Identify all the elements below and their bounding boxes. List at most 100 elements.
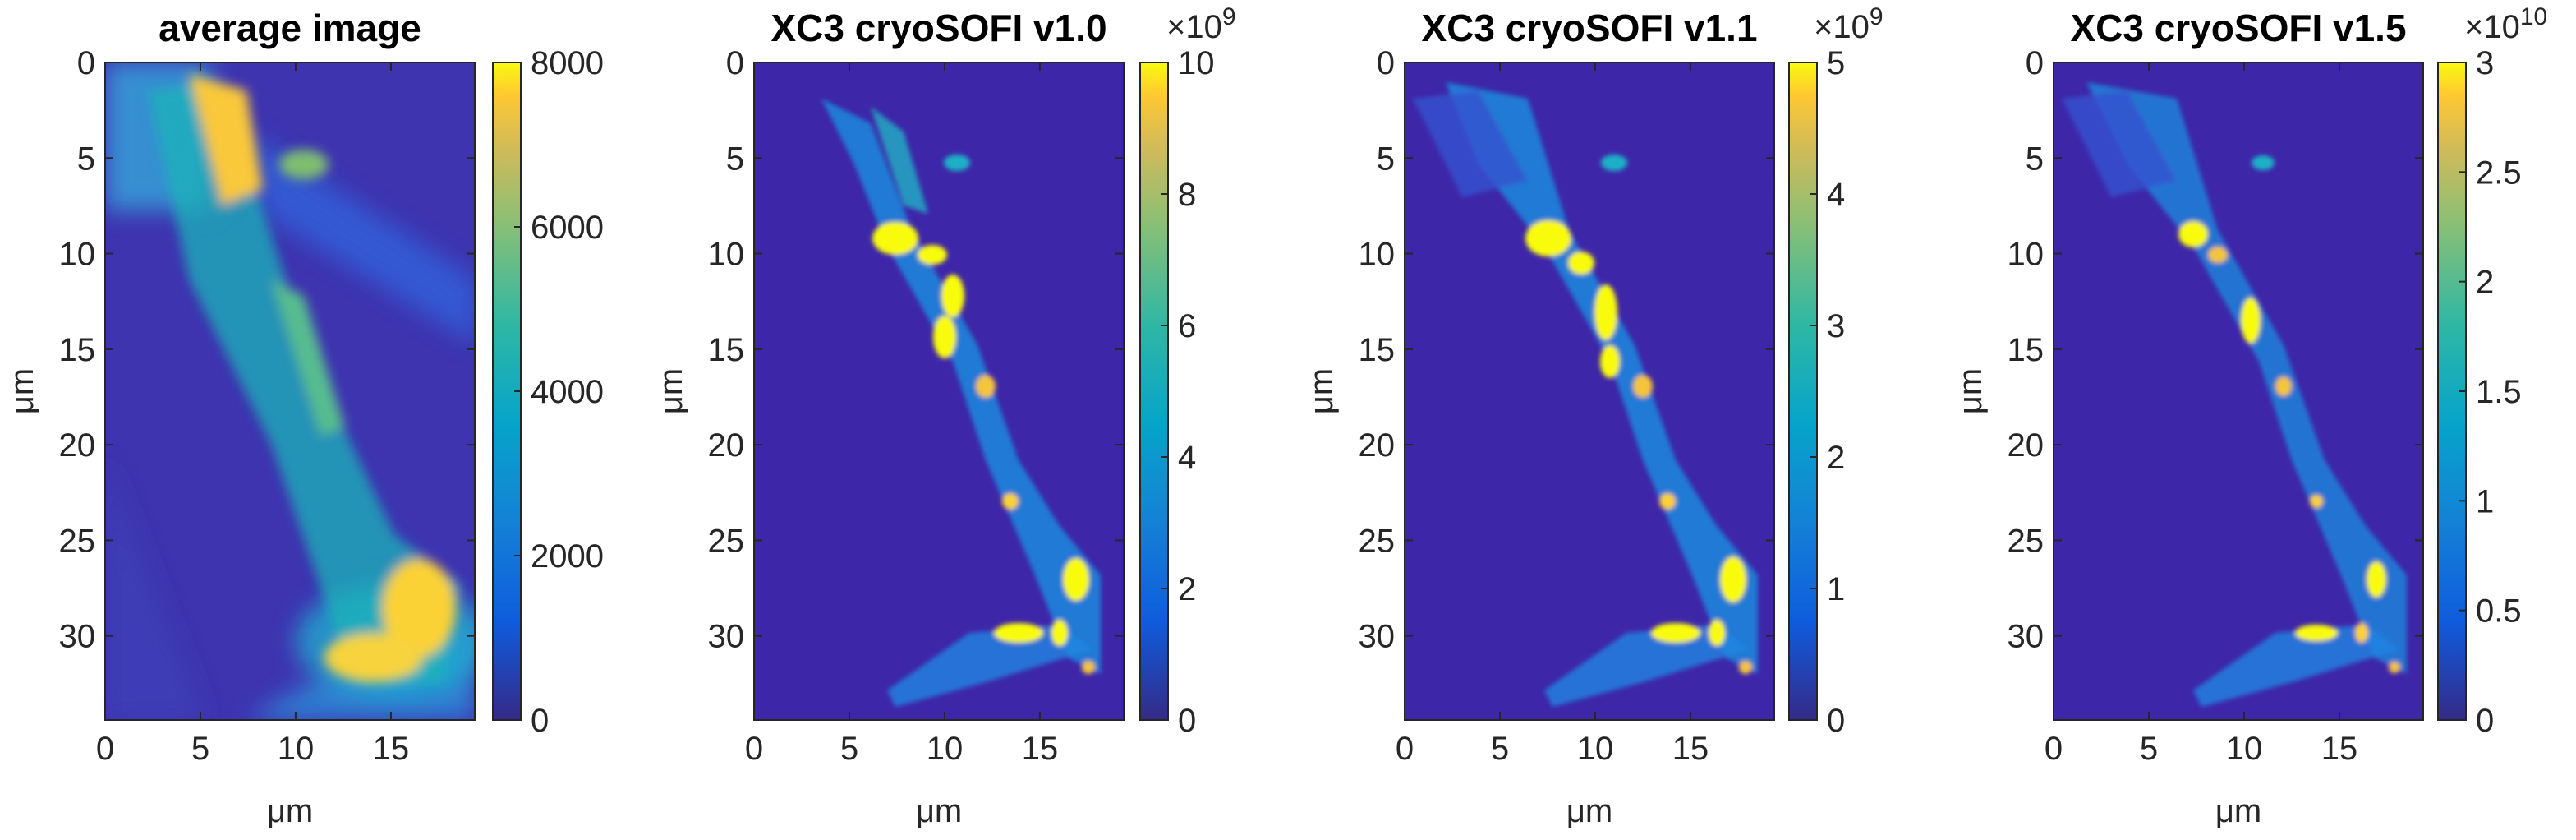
y-tick-label: 10 xyxy=(2008,237,2045,273)
colorbar-tick-label: 2 xyxy=(2476,265,2494,301)
colorbar-tick-label: 4000 xyxy=(531,374,604,410)
colorbar: 0 2 4 6 8 10 ×109 xyxy=(1139,3,1236,739)
colorbar-gradient xyxy=(1788,62,1818,721)
colorbar-exponent: ×1010 xyxy=(2464,3,2547,45)
y-tick-label: 30 xyxy=(59,619,96,655)
colorbar-tick-label: 8000 xyxy=(531,45,604,81)
colorbar-tick-label: 2 xyxy=(1827,440,1845,476)
colorbar-tick-label: 2.5 xyxy=(2476,155,2522,191)
x-tick-label: 15 xyxy=(1672,731,1709,767)
colorbar-tick-label: 0 xyxy=(531,703,549,739)
x-tick-label: 10 xyxy=(278,731,315,767)
heatmap-image xyxy=(754,62,1124,720)
x-axis-label: μm xyxy=(2215,793,2261,829)
colorbar-gradient xyxy=(1139,62,1169,721)
y-tick-label: 30 xyxy=(708,619,745,655)
colorbar: 0 0.5 1 1.5 2 2.5 3 ×1010 xyxy=(2437,3,2547,739)
y-axis-label: μm xyxy=(653,368,689,414)
y-tick-label: 15 xyxy=(59,332,96,368)
x-tick-label: 5 xyxy=(191,731,209,767)
y-tick-label: 0 xyxy=(726,45,744,81)
y-tick-label: 25 xyxy=(59,523,96,559)
y-tick-label: 0 xyxy=(1377,45,1395,81)
exponent-power: 9 xyxy=(1870,3,1884,30)
y-tick-label: 30 xyxy=(1359,619,1396,655)
x-tick-label: 5 xyxy=(840,731,858,767)
y-tick-label: 10 xyxy=(59,237,96,273)
y-tick-label: 25 xyxy=(1359,523,1396,559)
x-tick-label: 5 xyxy=(1491,731,1509,767)
colorbar-tick-label: 6000 xyxy=(531,210,604,246)
y-tick-label: 20 xyxy=(59,427,96,464)
exponent-power: 10 xyxy=(2520,3,2547,30)
colorbar-ticks: 0 1 2 3 4 5 xyxy=(1810,45,1845,739)
colorbar-tick-label: 0.5 xyxy=(2476,593,2522,630)
y-axis-label: μm xyxy=(1304,368,1340,414)
x-tick-label: 0 xyxy=(1396,731,1414,767)
x-tick-label: 15 xyxy=(1022,731,1059,767)
x-tick-label: 10 xyxy=(927,731,964,767)
colorbar-tick-label: 0 xyxy=(1827,703,1845,739)
axes-frame xyxy=(1404,62,1775,721)
x-tick-label: 0 xyxy=(96,731,114,767)
y-axis-label: μm xyxy=(4,368,40,414)
y-tick-label: 20 xyxy=(1359,427,1396,464)
colorbar-tick-label: 0 xyxy=(1178,703,1196,739)
exponent-base: ×10 xyxy=(1166,9,1222,45)
axes-frame xyxy=(753,62,1125,721)
y-axis: 0 5 10 15 20 25 30 xyxy=(1359,45,1774,655)
colorbar-tick-label: 4 xyxy=(1827,177,1845,213)
x-tick-label: 10 xyxy=(2226,731,2263,767)
exponent-base: ×10 xyxy=(2464,9,2520,45)
y-tick-label: 5 xyxy=(77,141,95,177)
y-tick-label: 0 xyxy=(2026,45,2044,81)
y-tick-label: 25 xyxy=(2008,523,2045,559)
colorbar-tick-label: 6 xyxy=(1178,308,1196,344)
colorbar-ticks: 0 0.5 1 1.5 2 2.5 3 xyxy=(2459,45,2522,739)
y-tick-label: 10 xyxy=(708,237,745,273)
colorbar-tick-label: 4 xyxy=(1178,440,1196,476)
axes-frame xyxy=(104,62,476,721)
x-tick-label: 15 xyxy=(2321,731,2358,767)
x-tick-label: 5 xyxy=(2140,731,2158,767)
panel-cryosofi-v1-0: XC3 cryoSOFI v1.0 0 5 10 15 20 25 30 xyxy=(653,3,1236,829)
y-tick-label: 5 xyxy=(2026,141,2044,177)
x-tick-label: 15 xyxy=(373,731,410,767)
colorbar-tick-label: 3 xyxy=(2476,45,2494,81)
x-tick-label: 0 xyxy=(2045,731,2063,767)
x-tick-label: 10 xyxy=(1577,731,1614,767)
colorbar-tick-label: 1 xyxy=(1827,571,1845,607)
panel-title: XC3 cryoSOFI v1.0 xyxy=(770,7,1106,49)
colorbar-tick-label: 1 xyxy=(2476,483,2494,519)
y-tick-label: 20 xyxy=(2008,427,2045,464)
y-tick-label: 15 xyxy=(708,332,745,368)
x-axis-label: μm xyxy=(1566,793,1612,829)
exponent-base: ×10 xyxy=(1814,9,1870,45)
x-axis: 0 5 10 15 xyxy=(745,62,1058,767)
colorbar-tick-label: 1.5 xyxy=(2476,374,2522,410)
y-tick-label: 20 xyxy=(708,427,745,464)
colorbar-exponent: ×109 xyxy=(1814,3,1884,45)
y-tick-label: 30 xyxy=(2008,619,2045,655)
y-axis: 0 5 10 15 20 25 30 xyxy=(59,45,475,655)
heatmap-image xyxy=(2054,62,2423,720)
y-tick-label: 25 xyxy=(708,523,745,559)
colorbar-exponent: ×109 xyxy=(1166,3,1236,45)
y-tick-label: 15 xyxy=(1359,332,1396,368)
y-tick-label: 10 xyxy=(1359,237,1396,273)
colorbar-ticks: 0 2000 4000 6000 8000 xyxy=(514,45,604,739)
colorbar-tick-label: 10 xyxy=(1178,45,1215,81)
y-tick-label: 15 xyxy=(2008,332,2045,368)
colorbar-tick-label: 2000 xyxy=(531,538,604,575)
x-axis-label: μm xyxy=(267,793,313,829)
panel-title: XC3 cryoSOFI v1.1 xyxy=(1421,7,1757,49)
panel-average-image: average image 0 5 10 15 20 25 30 0 5 10 15 μm xyxy=(4,7,604,829)
colorbar: 0 1 2 3 4 5 ×109 xyxy=(1788,3,1884,739)
x-tick-label: 0 xyxy=(745,731,763,767)
y-tick-label: 5 xyxy=(726,141,744,177)
x-axis-label: μm xyxy=(916,793,962,829)
colorbar-ticks: 0 2 4 6 8 10 xyxy=(1162,45,1215,739)
